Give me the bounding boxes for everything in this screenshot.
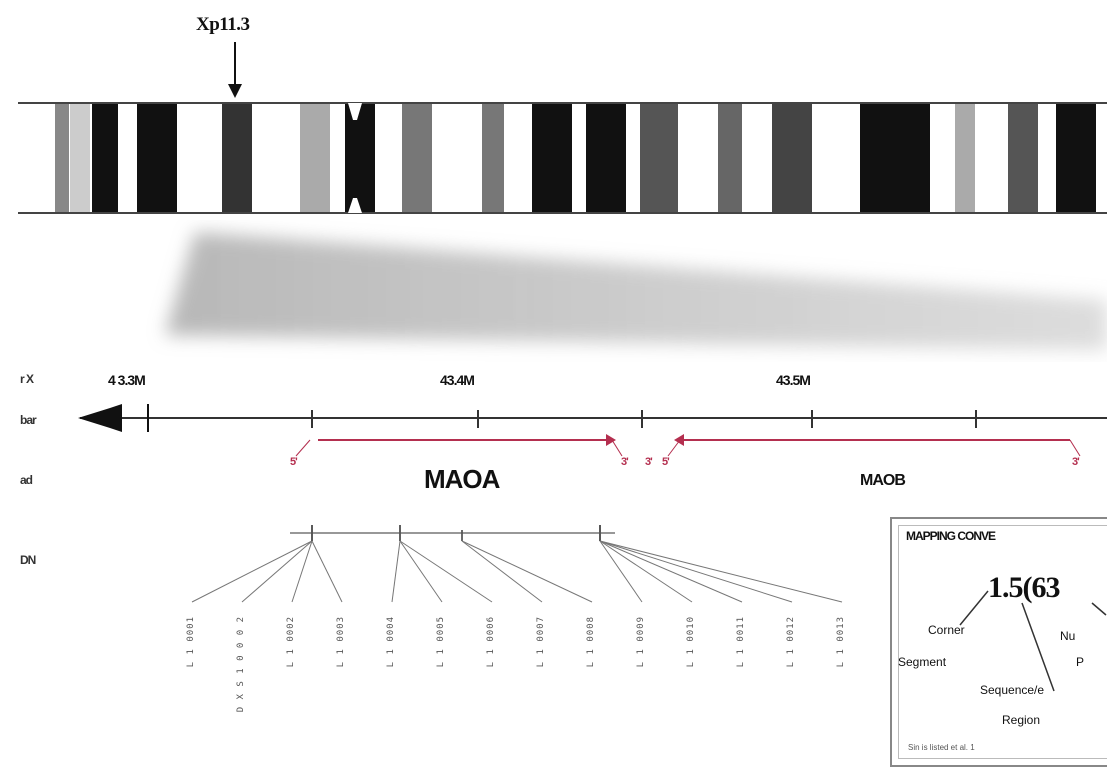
legend-footer: Sin is listed et al. 1 xyxy=(908,743,975,752)
marker-label: L 1 0009 xyxy=(636,616,646,668)
marker-label: D X S 1 0 0 0 2 xyxy=(236,616,246,713)
row-label-gene: ad xyxy=(20,473,33,487)
marker-connector xyxy=(599,540,843,603)
marker-label: L 1 0005 xyxy=(436,616,446,668)
chromosome-band xyxy=(482,104,504,212)
zoom-projection xyxy=(165,232,1107,350)
marker-list: L 1 0001 D X S 1 0 0 0 2 L 1 0002 L 1 0003 L… xyxy=(186,616,866,776)
marker-lines xyxy=(191,525,843,603)
row-label-bar: bar xyxy=(20,413,37,427)
chromosome-band xyxy=(532,104,572,212)
marker-label: L 1 0006 xyxy=(486,616,496,668)
chromosome-band xyxy=(718,104,742,212)
chromosome-band xyxy=(402,104,432,212)
chromosome-band xyxy=(222,104,252,212)
marker-connector xyxy=(461,540,593,603)
chromosome-band xyxy=(860,104,930,212)
marker-connector xyxy=(461,540,543,603)
gene-label-maob: MAOB xyxy=(860,472,906,489)
marker-label: L 1 0001 xyxy=(186,616,196,668)
marker-connector xyxy=(599,540,743,603)
marker-connector xyxy=(241,540,313,603)
marker-connector xyxy=(399,540,443,603)
row-label-chromosome: r X xyxy=(20,372,34,386)
marker-label: L 1 0011 xyxy=(736,616,746,668)
marker-connector xyxy=(599,540,693,603)
chromosome-band xyxy=(640,104,678,212)
mapping-conventions-legend: MAPPING CONVE 1.5(63 Corner Nu Segment P… xyxy=(890,517,1107,767)
marker-label: L 1 0013 xyxy=(836,616,846,668)
legend-label: Region xyxy=(1002,713,1041,727)
band-pointer-arrow xyxy=(228,42,242,98)
chromosome-band xyxy=(55,104,69,212)
marker-connector xyxy=(391,540,401,603)
exon-mark: 5' xyxy=(662,456,670,468)
exon-mark: 3' xyxy=(645,456,653,468)
marker-label: L 1 0003 xyxy=(336,616,346,668)
marker-connector xyxy=(399,540,493,603)
coordinate-label: 43.4M xyxy=(440,372,475,388)
marker-connector xyxy=(311,540,343,603)
coordinate-label: 4 3.3M xyxy=(108,372,146,388)
marker-label: L 1 0010 xyxy=(686,616,696,668)
marker-label: L 1 0012 xyxy=(786,616,796,668)
marker-connector xyxy=(191,540,313,603)
legend-label: Nu xyxy=(1060,629,1076,643)
marker-label: L 1 0008 xyxy=(586,616,596,668)
gene-label-maoa: MAOA xyxy=(424,464,500,494)
marker-label: L 1 0007 xyxy=(536,616,546,668)
marker-connector xyxy=(599,540,643,603)
legend-label: Corner xyxy=(928,623,965,637)
exon-mark: 5' xyxy=(290,456,298,468)
chromosome-band xyxy=(1056,104,1096,212)
chromosome-band xyxy=(300,104,330,212)
legend-label: P xyxy=(1076,655,1085,669)
legend-code: 1.5(63 xyxy=(988,571,1060,604)
gene-maob-arrow xyxy=(667,434,1081,457)
chromosome-band xyxy=(586,104,626,212)
legend-label: Sequence/e xyxy=(980,683,1045,697)
marker-connector xyxy=(599,540,793,603)
gene-maoa-arrow xyxy=(295,434,623,457)
chromosome-band xyxy=(955,104,975,212)
chromosome-band xyxy=(92,104,118,212)
chromosome-band xyxy=(70,104,90,212)
chromosome-ideogram xyxy=(18,102,1107,214)
marker-label: L 1 0002 xyxy=(286,616,296,668)
legend-frame xyxy=(898,525,1107,759)
chromosome-band xyxy=(772,104,812,212)
chromosome-band xyxy=(1008,104,1038,212)
exon-mark: 3' xyxy=(621,456,629,468)
exon-mark: 3' xyxy=(1072,456,1080,468)
coordinate-label: 43.5M xyxy=(776,372,811,388)
row-label-dna: DN xyxy=(20,553,36,567)
chromosome-band xyxy=(345,104,375,212)
marker-connector xyxy=(291,540,313,603)
legend-label: Segment xyxy=(898,655,947,669)
marker-label: L 1 0004 xyxy=(386,616,396,668)
legend-pointer-lines xyxy=(959,590,1107,692)
band-label: Xp11.3 xyxy=(196,14,250,35)
legend-title: MAPPING CONVE xyxy=(906,529,996,543)
chromosome-band xyxy=(137,104,177,212)
scale-axis xyxy=(78,404,1107,432)
